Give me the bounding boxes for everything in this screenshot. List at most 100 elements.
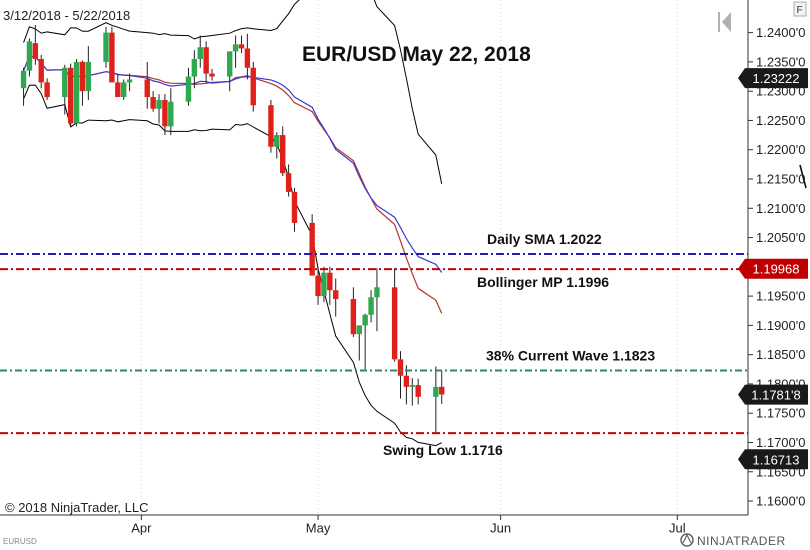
candle-body (120, 82, 127, 98)
candle (73, 58, 80, 127)
candle-body (115, 82, 121, 98)
moving-average-line (23, 55, 443, 273)
candle (126, 73, 133, 92)
bollinger-lower-band (23, 84, 442, 447)
y-tick-label: 1.1850'0 (756, 347, 805, 362)
candle (268, 99, 274, 153)
candle-body (350, 299, 357, 335)
scroll-to-start-icon[interactable] (718, 12, 731, 32)
price-marker: 1.19968 (738, 258, 808, 279)
candle (150, 91, 156, 112)
candle-body (244, 48, 251, 68)
candle (185, 67, 192, 106)
candle (309, 214, 315, 276)
candle-body (409, 385, 415, 387)
candle-body (321, 272, 327, 297)
candle-body (327, 272, 333, 291)
candle (439, 371, 445, 404)
candle (368, 290, 374, 323)
candle (280, 126, 286, 177)
candle-body (20, 70, 27, 89)
candle-body (79, 61, 86, 92)
y-tick-label: 1.1900'0 (756, 318, 805, 333)
candle (156, 94, 162, 124)
candle-body (439, 386, 445, 395)
price-marker-label: 1.19968 (753, 262, 800, 277)
candle-body (109, 32, 115, 83)
candle-body (285, 173, 292, 192)
candle (362, 313, 368, 370)
price-marker: 1.1781'8 (738, 384, 808, 405)
candle (120, 79, 127, 100)
candle (197, 35, 203, 68)
candle-body (197, 47, 203, 59)
y-tick-label: 1.2350'0 (756, 54, 805, 69)
candle (209, 68, 215, 81)
candle-body (391, 287, 398, 360)
candle-body (403, 375, 410, 387)
candle (103, 26, 109, 68)
ninjatrader-logo-icon: NINJATRADER (680, 533, 785, 548)
y-tick-label: 1.2250'0 (756, 113, 805, 128)
y-tick-label: 1.1600'0 (756, 494, 805, 509)
candle (20, 67, 27, 106)
candle-body (268, 105, 274, 147)
candle-body (32, 43, 39, 59)
candle-body (162, 99, 168, 127)
candle (227, 51, 233, 92)
candle-body (433, 386, 439, 397)
y-tick-label: 1.2200'0 (756, 142, 805, 157)
candle (162, 94, 168, 136)
chart-title: EUR/USD May 22, 2018 (302, 43, 531, 66)
level-label: Swing Low 1.1716 (383, 442, 503, 458)
instrument-label: EURUSD (3, 537, 37, 546)
candle-body (356, 325, 362, 335)
price-marker: 1.23222 (738, 68, 808, 89)
candle (26, 38, 33, 77)
candle (285, 164, 292, 197)
candle-body (315, 275, 321, 297)
time-axis: Apr May Jun Jul (0, 514, 748, 536)
candle-body (227, 51, 233, 77)
candle (409, 378, 415, 406)
candle (109, 26, 115, 83)
candle-body (415, 385, 421, 397)
y-tick-label: 1.2050'0 (756, 230, 805, 245)
candle-body (232, 44, 239, 52)
candle (321, 266, 327, 302)
candle-body (26, 41, 33, 71)
candle-body (44, 82, 50, 98)
candle (44, 78, 50, 100)
y-tick-label: 1.1700'0 (756, 435, 805, 450)
candle-body (309, 222, 315, 276)
y-tick-label: 1.1750'0 (756, 406, 805, 421)
candle-body (274, 135, 280, 147)
candle-body (144, 79, 150, 98)
panel-menu-icon[interactable]: F (793, 1, 807, 17)
candlestick-series (20, 25, 445, 434)
candle (250, 61, 256, 112)
candle (203, 41, 209, 83)
candle-body (374, 287, 380, 298)
candle (291, 187, 298, 232)
candle-body (362, 314, 368, 326)
candle (356, 325, 362, 361)
candle (415, 378, 421, 405)
candle (403, 365, 410, 405)
candle-body (38, 58, 44, 83)
candle-body (209, 73, 215, 77)
candle (168, 88, 174, 136)
candle-body (185, 76, 192, 102)
candle (350, 287, 357, 338)
candle-body (203, 47, 209, 74)
candle (333, 278, 339, 317)
candle (191, 50, 198, 89)
cursor-mark (799, 164, 807, 189)
candle (238, 35, 245, 54)
candle-body (85, 61, 92, 92)
price-marker: 1.16713 (738, 449, 808, 470)
candle-body (62, 67, 68, 98)
candle (327, 266, 333, 305)
candle (232, 35, 239, 68)
